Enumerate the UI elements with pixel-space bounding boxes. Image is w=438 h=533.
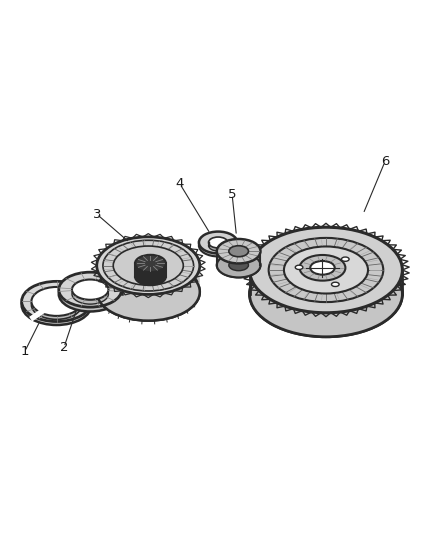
Ellipse shape [250,251,403,337]
Ellipse shape [295,265,303,270]
Ellipse shape [217,239,261,263]
Ellipse shape [217,253,261,277]
Ellipse shape [208,237,228,248]
Ellipse shape [72,279,109,300]
Ellipse shape [310,261,335,274]
Polygon shape [97,237,200,321]
Ellipse shape [199,231,237,253]
Ellipse shape [332,282,339,287]
Polygon shape [250,227,403,337]
Ellipse shape [103,240,194,291]
Polygon shape [217,239,261,277]
Ellipse shape [135,268,166,285]
Text: 4: 4 [176,177,184,190]
Ellipse shape [300,255,346,281]
Polygon shape [199,243,237,246]
Ellipse shape [59,277,122,311]
Ellipse shape [97,263,200,321]
Ellipse shape [97,237,200,294]
Text: 2: 2 [60,341,68,354]
Ellipse shape [250,227,403,313]
Ellipse shape [113,246,183,285]
Ellipse shape [229,260,248,271]
Polygon shape [59,289,122,294]
Ellipse shape [342,257,349,261]
Ellipse shape [21,281,92,321]
Text: 6: 6 [381,155,389,168]
Polygon shape [135,255,166,285]
Ellipse shape [135,255,166,272]
Ellipse shape [268,238,383,302]
Text: 5: 5 [228,188,237,201]
Ellipse shape [32,287,82,316]
Text: 1: 1 [21,345,29,358]
Ellipse shape [199,235,237,256]
Ellipse shape [59,272,122,307]
Ellipse shape [21,285,92,325]
Text: 3: 3 [92,208,101,221]
Ellipse shape [32,290,82,319]
Ellipse shape [229,246,248,257]
Ellipse shape [208,240,228,251]
Ellipse shape [72,284,109,304]
Ellipse shape [284,246,368,294]
Polygon shape [21,302,92,305]
